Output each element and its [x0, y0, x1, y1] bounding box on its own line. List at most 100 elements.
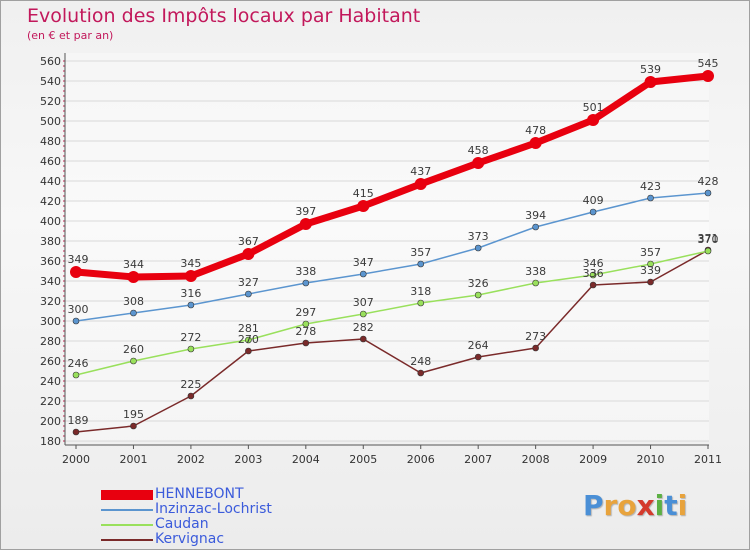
x-tick-label: 2002 [177, 453, 205, 466]
data-label: 273 [525, 330, 546, 343]
x-tick-label: 2008 [522, 453, 550, 466]
legend-item-caudan[interactable]: Caudan [101, 517, 272, 532]
data-point [359, 310, 367, 318]
data-point [127, 271, 140, 283]
data-point [359, 335, 367, 343]
y-tick-label: 200 [40, 415, 61, 428]
data-point [472, 157, 485, 169]
data-point [704, 189, 712, 197]
data-label: 346 [583, 257, 604, 270]
y-axis: 180 200 220 240 260 280 300 320 340 360 380 400 420 4… [40, 53, 66, 448]
data-point [302, 320, 310, 328]
data-point [647, 278, 654, 286]
data-point [417, 299, 425, 307]
data-label: 260 [123, 343, 144, 356]
data-point [130, 357, 137, 365]
logo-letter: o [617, 489, 637, 522]
data-point [704, 247, 712, 255]
data-point [70, 266, 82, 278]
data-point [302, 279, 310, 287]
data-point [245, 290, 252, 298]
legend-item-kervignac[interactable]: Kervignac [101, 532, 272, 547]
data-label: 282 [353, 321, 374, 334]
data-point [72, 428, 80, 436]
data-label: 307 [353, 296, 374, 309]
data-label: 278 [295, 325, 316, 338]
data-label: 246 [68, 357, 89, 370]
data-point [532, 344, 539, 352]
data-point [359, 270, 367, 278]
data-point [589, 271, 597, 279]
data-label: 409 [583, 194, 604, 207]
data-point [187, 392, 195, 400]
legend-item-hennebont[interactable]: HENNEBONT [101, 487, 272, 502]
data-label: 281 [238, 322, 259, 335]
data-label: 428 [698, 175, 719, 188]
data-label: 501 [583, 101, 604, 114]
data-label: 458 [468, 144, 489, 157]
data-label: 539 [640, 63, 661, 76]
series-line-caudan [75, 250, 709, 376]
data-label: 248 [410, 355, 431, 368]
data-label: 327 [238, 276, 259, 289]
data-point [532, 223, 539, 231]
data-label: 338 [295, 265, 316, 278]
x-tick-label: 2003 [234, 453, 262, 466]
legend-swatch-inzinzac-lochrist [101, 508, 153, 511]
x-tick-label: 2011 [694, 453, 722, 466]
data-point [72, 317, 80, 325]
data-label: 336 [583, 267, 604, 280]
legend-swatch-caudan [101, 523, 153, 526]
data-label: 339 [640, 264, 661, 277]
data-point [357, 200, 370, 212]
data-label: 316 [180, 287, 201, 300]
x-tick-label: 2009 [579, 453, 607, 466]
y-tick-label: 300 [40, 315, 61, 328]
data-label: 272 [180, 331, 201, 344]
y-tick-label: 320 [40, 295, 61, 308]
data-label: 357 [640, 246, 661, 259]
data-label: 397 [295, 205, 316, 218]
x-tick-label: 2007 [464, 453, 492, 466]
data-point [299, 218, 312, 230]
data-label: 437 [410, 165, 431, 178]
data-point [417, 260, 425, 268]
data-point [702, 70, 714, 82]
data-point [589, 208, 597, 216]
data-label: 345 [180, 257, 201, 270]
data-label: 349 [68, 253, 89, 266]
chart-title: Evolution des Impôts locaux par Habitant [27, 5, 421, 27]
logo-letter: i [654, 489, 665, 522]
legend-item-inzinzac-lochrist[interactable]: Inzinzac-Lochrist [101, 502, 272, 517]
data-label: 357 [410, 246, 431, 259]
series-group [70, 70, 714, 436]
data-point [302, 339, 310, 347]
logo-letter: P [583, 489, 604, 522]
data-label: 545 [698, 57, 719, 70]
data-point [474, 244, 482, 252]
data-label: 318 [410, 285, 431, 298]
data-label: 415 [353, 187, 374, 200]
data-point [187, 301, 195, 309]
proxiti-logo: Proxiti [583, 489, 687, 522]
y-tick-label: 460 [40, 155, 61, 168]
series-line-inzinzac-lochrist [75, 192, 709, 322]
data-label: 370 [698, 233, 719, 246]
y-tick-label: 380 [40, 235, 61, 248]
data-label: 225 [180, 378, 201, 391]
legend-label-caudan: Caudan [155, 516, 209, 532]
x-tick-label: 2001 [119, 453, 147, 466]
data-point [245, 347, 252, 355]
data-point [644, 76, 657, 88]
y-tick-label: 180 [40, 435, 61, 448]
data-point [589, 281, 597, 289]
y-tick-label: 520 [40, 95, 61, 108]
x-tick-label: 2005 [349, 453, 377, 466]
data-point [184, 270, 197, 282]
data-point [414, 178, 427, 190]
data-label: 344 [123, 258, 144, 271]
data-label: 300 [68, 303, 89, 316]
data-label: 423 [640, 180, 661, 193]
